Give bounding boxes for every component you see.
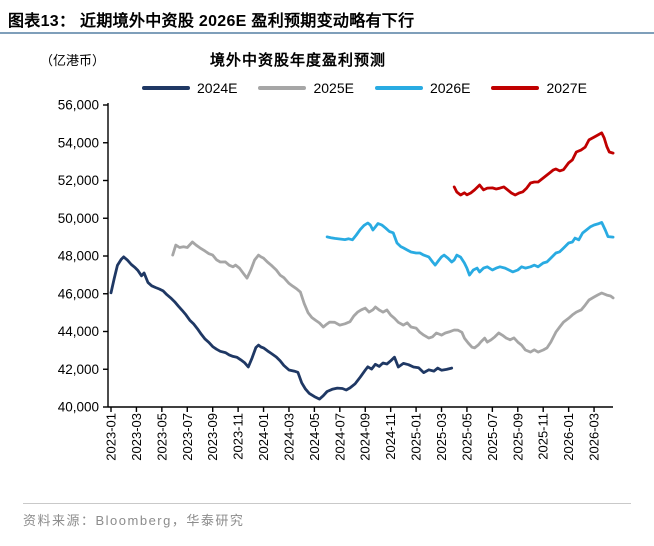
x-tick-label: 2024-07 <box>332 413 347 461</box>
x-tick-label: 2023-11 <box>231 413 246 460</box>
series-2026e-line <box>325 220 615 277</box>
x-tick-label: 2023-09 <box>205 413 220 461</box>
series-2027e-line <box>452 131 615 197</box>
legend-label-2025e: 2025E <box>313 80 354 96</box>
legend-swatch-2024e-line-icon <box>142 86 190 90</box>
y-tick-label: 54,000 <box>58 135 99 150</box>
x-tick-label: 2023-05 <box>154 413 169 461</box>
x-tick-label: 2025-11 <box>536 413 551 460</box>
legend-item-2027e: 2027E <box>491 80 587 96</box>
x-tick-label: 2025-03 <box>434 413 449 461</box>
x-tick-label: 2023-03 <box>129 413 144 461</box>
x-tick-label: 2025-05 <box>459 413 474 461</box>
legend-item-2026e: 2026E <box>374 80 471 96</box>
x-tick-label: 2023-01 <box>104 413 119 461</box>
chart-title: 境外中资股年度盈利预测 <box>210 52 387 69</box>
y-tick-label: 56,000 <box>58 98 99 113</box>
legend-label-2027e: 2027E <box>546 80 587 96</box>
x-tick-label: 2023-07 <box>180 413 195 461</box>
header-divider <box>0 32 654 34</box>
x-tick-label: 2026-01 <box>561 413 576 461</box>
x-tick-label: 2024-11 <box>383 413 398 460</box>
x-tick-label: 2025-07 <box>485 413 500 461</box>
legend-item-2025e: 2025E <box>258 80 354 96</box>
chart-legend: 2024E 2025E 2026E 2027E <box>142 80 654 96</box>
y-tick-label: 50,000 <box>58 211 99 226</box>
x-tick-label: 2025-01 <box>409 413 424 461</box>
x-tick-label: 2024-05 <box>307 413 322 461</box>
series-2025e-line <box>171 240 615 354</box>
series-2024e-line <box>109 255 454 401</box>
x-tick-label: 2025-09 <box>510 413 525 461</box>
y-tick-label: 46,000 <box>58 286 99 301</box>
legend-label-2024e: 2024E <box>197 80 238 96</box>
legend-swatch-2025e-line-icon <box>258 86 307 90</box>
legend-item-2024e: 2024E <box>142 80 237 96</box>
x-tick-label: 2024-09 <box>358 413 373 461</box>
y-tick-label: 40,000 <box>58 400 99 415</box>
legend-label-2026e: 2026E <box>429 80 471 96</box>
y-tick-label: 52,000 <box>58 173 99 188</box>
y-tick-label: 42,000 <box>58 362 99 377</box>
y-tick-label: 44,000 <box>58 324 99 339</box>
legend-swatch-2026e-line-icon <box>374 86 423 90</box>
figure-title: 图表13： 近期境外中资股 2026E 盈利预期变动略有下行 <box>8 13 415 30</box>
legend-swatch-2027e-line-icon <box>491 86 540 90</box>
source-text: 资料来源：Bloomberg，华泰研究 <box>23 513 245 528</box>
y-axis-unit-label: （亿港币） <box>40 53 106 68</box>
x-tick-label: 2026-03 <box>587 413 602 461</box>
x-tick-label: 2024-01 <box>256 413 271 461</box>
x-tick-label: 2024-03 <box>281 413 296 461</box>
footer-divider <box>23 503 631 504</box>
y-tick-label: 48,000 <box>58 249 99 264</box>
